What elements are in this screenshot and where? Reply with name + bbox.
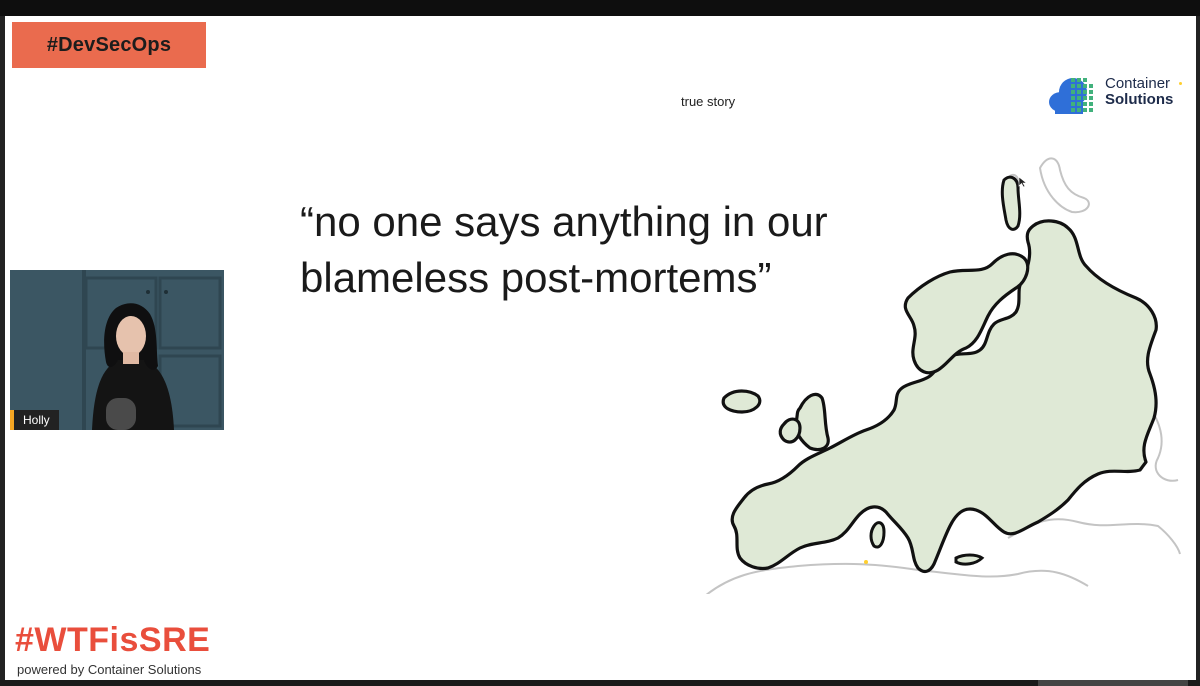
logo-dot <box>1179 82 1182 85</box>
cloud-grid-icon <box>1049 78 1093 114</box>
container-solutions-logo: Container Solutions <box>1047 72 1187 116</box>
quote-line-2: blameless post-mortems” <box>300 254 772 301</box>
window-left-edge <box>0 16 5 686</box>
window-right-edge <box>1196 16 1200 686</box>
ireland <box>778 417 802 444</box>
powered-by-text: powered by Container Solutions <box>17 662 202 677</box>
iceland <box>721 389 762 414</box>
quote-line-1: “no one says anything in our <box>300 198 828 245</box>
wtfissre-hashtag: #WTFisSRE <box>15 621 211 659</box>
britain <box>794 392 830 452</box>
scandinavia <box>903 252 1030 375</box>
novaya-zemlya <box>1000 175 1022 231</box>
logo-line-1: Container <box>1105 75 1171 92</box>
bottom-scroll-indicator[interactable] <box>1038 680 1188 686</box>
window-bottom-bar <box>0 680 1200 686</box>
crete <box>954 553 985 566</box>
europe-map-illustration <box>705 157 1181 594</box>
mouse-pointer-icon <box>1018 176 1028 188</box>
arctic-island-outline <box>1038 157 1090 214</box>
sardinia <box>869 521 886 549</box>
window-top-bar <box>0 0 1200 16</box>
devsecops-tag: #DevSecOps <box>12 22 206 68</box>
participant-video-tile[interactable] <box>10 270 224 430</box>
marker-dot <box>864 560 868 564</box>
caspian-outline <box>1147 403 1179 482</box>
logo-line-2: Solutions <box>1105 91 1174 108</box>
logo-wordmark: Container Solutions <box>1105 76 1173 108</box>
participant-video-feed <box>10 270 224 430</box>
slide-quote: “no one says anything in our blameless p… <box>300 194 900 306</box>
slide-subtitle: true story <box>681 94 736 109</box>
participant-name-tag: Holly <box>10 410 59 430</box>
